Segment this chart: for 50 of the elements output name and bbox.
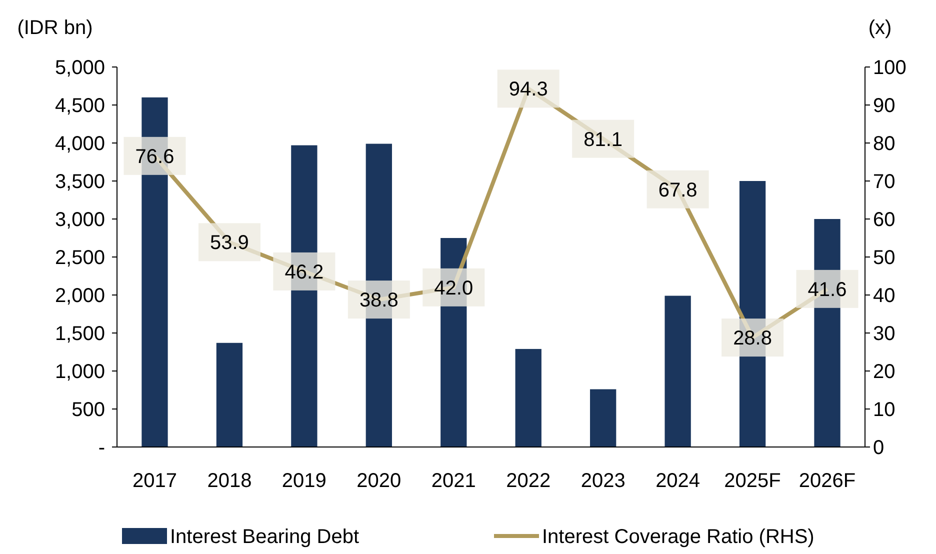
x-tick-label: 2024 bbox=[656, 470, 700, 492]
y-tick-label: 2,000 bbox=[54, 285, 105, 307]
y2-axis-title: (x) bbox=[868, 17, 892, 39]
x-tick-label: 2020 bbox=[356, 470, 402, 492]
y-tick-label: - bbox=[98, 437, 105, 459]
x-tick-label: 2023 bbox=[580, 470, 626, 492]
y2-tick-label: 100 bbox=[873, 57, 906, 79]
x-tick-label: 2018 bbox=[207, 470, 252, 492]
data-label: 46.2 bbox=[284, 261, 324, 284]
y2-tick-label: 30 bbox=[873, 323, 896, 345]
y-tick-label: 1,000 bbox=[54, 361, 105, 383]
y-tick-label: 4,500 bbox=[54, 95, 105, 117]
x-tick-label: 2025F bbox=[724, 470, 781, 492]
y-tick-label: 5,000 bbox=[54, 57, 105, 79]
legend-label: Interest Coverage Ratio (RHS) bbox=[542, 526, 814, 548]
y-tick-label: 3,000 bbox=[54, 209, 105, 231]
data-label: 41.6 bbox=[808, 278, 847, 301]
x-tick-label: 2026F bbox=[798, 470, 856, 492]
bar bbox=[590, 389, 616, 447]
y-tick-label: 1,500 bbox=[54, 323, 105, 345]
y2-tick-label: 80 bbox=[873, 133, 896, 155]
y2-tick-label: 10 bbox=[873, 399, 896, 421]
x-tick-label: 2021 bbox=[431, 470, 476, 492]
y2-tick-label: 60 bbox=[873, 209, 896, 231]
y-tick-label: 2,500 bbox=[54, 247, 105, 269]
bar bbox=[664, 296, 691, 447]
y2-tick-label: 40 bbox=[873, 285, 896, 307]
x-tick-label: 2022 bbox=[506, 470, 551, 492]
y2-tick-label: 50 bbox=[873, 247, 896, 269]
y2-tick-label: 90 bbox=[873, 95, 896, 117]
y2-tick-label: 70 bbox=[873, 171, 896, 193]
y2-tick-label: 20 bbox=[873, 361, 896, 383]
x-tick-label: 2019 bbox=[282, 470, 326, 492]
y-tick-label: 3,500 bbox=[54, 171, 105, 193]
y-tick-label: 4,000 bbox=[54, 133, 105, 155]
bar bbox=[216, 342, 243, 447]
legend-label: Interest Bearing Debt bbox=[170, 526, 360, 548]
y2-tick-label: 0 bbox=[873, 437, 884, 459]
data-label: 38.8 bbox=[359, 290, 398, 312]
data-label: 76.6 bbox=[135, 146, 174, 168]
data-label: 28.8 bbox=[733, 328, 772, 350]
data-label: 53.9 bbox=[210, 232, 249, 254]
data-label: 67.8 bbox=[658, 179, 698, 202]
data-label: 94.3 bbox=[508, 78, 548, 101]
data-label: 42.0 bbox=[434, 277, 474, 300]
y-tick-label: 500 bbox=[72, 399, 105, 421]
data-label: 81.1 bbox=[584, 128, 623, 151]
bar bbox=[515, 348, 542, 447]
x-tick-label: 2017 bbox=[132, 470, 177, 492]
y-axis-title: (IDR bn) bbox=[17, 17, 93, 39]
